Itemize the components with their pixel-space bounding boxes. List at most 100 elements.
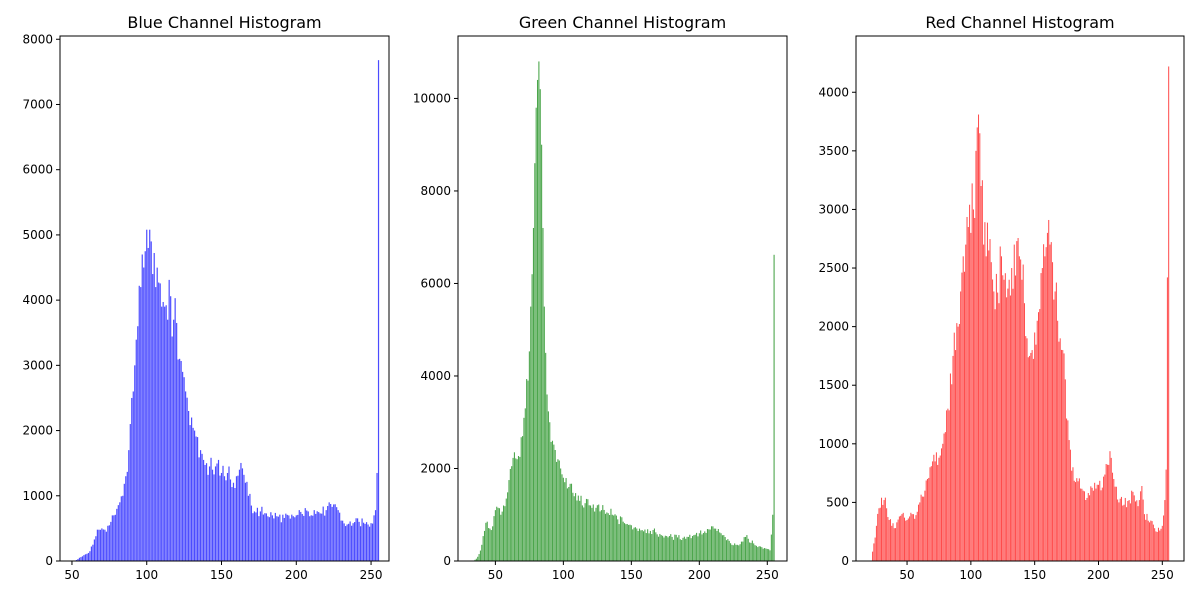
red-x-tick-label: 50 xyxy=(899,568,914,582)
blue-bar xyxy=(300,511,302,561)
red-bar xyxy=(961,272,963,561)
red-bar xyxy=(994,309,996,561)
blue-bar xyxy=(267,516,269,561)
red-bar xyxy=(875,525,877,561)
red-bar xyxy=(1113,478,1115,561)
green-bar xyxy=(624,523,626,561)
blue-bar xyxy=(78,557,81,561)
blue-bar xyxy=(171,336,173,561)
red-bar xyxy=(981,180,983,561)
red-bar xyxy=(1058,341,1060,561)
green-bar xyxy=(772,514,774,561)
red-bar xyxy=(939,455,941,561)
red-bar xyxy=(1126,507,1128,561)
red-bar xyxy=(948,410,950,561)
green-bar xyxy=(606,512,608,561)
blue-bar xyxy=(77,559,79,561)
blue-bar xyxy=(322,506,324,561)
green-bar xyxy=(625,524,627,561)
blue-bar xyxy=(358,521,360,561)
red-bar xyxy=(900,515,902,561)
green-bar xyxy=(615,515,617,561)
red-bar xyxy=(1154,528,1156,561)
green-bar xyxy=(496,506,498,561)
blue-bar xyxy=(361,518,363,561)
blue-bar xyxy=(149,229,151,561)
red-bar xyxy=(1071,470,1073,561)
green-bar xyxy=(663,537,665,561)
green-bar xyxy=(694,534,696,561)
red-bar xyxy=(883,500,885,561)
blue-bar xyxy=(244,482,247,561)
blue-bar xyxy=(291,514,293,561)
red-bar xyxy=(903,517,906,561)
green-bar xyxy=(568,486,570,561)
blue-y-tick-label: 8000 xyxy=(22,32,53,46)
blue-bar xyxy=(193,430,196,561)
blue-bar xyxy=(249,493,251,561)
green-bar xyxy=(702,533,704,561)
blue-bar xyxy=(355,518,357,561)
red-bar xyxy=(1123,504,1125,561)
blue-bar xyxy=(191,417,193,561)
green-bar xyxy=(475,558,477,561)
red-y-tick-label: 500 xyxy=(826,495,849,509)
green-bar xyxy=(512,457,514,561)
red-bar xyxy=(988,250,990,561)
red-bar xyxy=(1168,66,1170,561)
blue-bar xyxy=(359,526,362,561)
green-bar xyxy=(490,530,492,561)
red-bar xyxy=(992,279,994,561)
blue-bar xyxy=(138,285,140,561)
green-bar xyxy=(588,505,590,561)
green-bar xyxy=(604,513,607,561)
green-bar xyxy=(687,536,689,561)
red-bar xyxy=(1085,499,1087,561)
red-bar xyxy=(1142,499,1144,561)
green-bar xyxy=(493,516,495,561)
green-bar xyxy=(524,408,526,561)
blue-bar xyxy=(219,475,221,561)
green-bar xyxy=(583,507,585,561)
blue-bar xyxy=(164,306,166,561)
blue-bar xyxy=(232,482,235,561)
blue-bar xyxy=(137,326,139,561)
blue-bar xyxy=(108,525,110,561)
green-bar xyxy=(724,537,726,561)
blue-bar xyxy=(301,514,303,561)
blue-bar xyxy=(289,518,291,561)
blue-bar xyxy=(306,510,308,561)
red-bar xyxy=(1068,440,1070,561)
blue-bar xyxy=(161,306,163,561)
blue-bar xyxy=(98,529,100,561)
red-bar xyxy=(1100,490,1102,561)
blue-bar xyxy=(147,247,149,561)
red-bar xyxy=(1048,219,1050,562)
red-bar xyxy=(1059,338,1061,561)
red-bar xyxy=(881,497,883,561)
green-bar xyxy=(508,480,510,561)
red-bar xyxy=(1103,476,1105,562)
red-bar xyxy=(1122,505,1124,561)
blue-bar xyxy=(84,554,87,561)
red-bar xyxy=(1057,320,1059,561)
green-bar xyxy=(492,526,494,561)
blue-bar xyxy=(261,506,263,561)
blue-bar xyxy=(229,479,232,561)
blue-bar xyxy=(105,531,107,561)
green-bar xyxy=(744,536,747,561)
red-bar xyxy=(887,517,889,561)
red-bar xyxy=(1091,487,1093,561)
green-bar xyxy=(773,254,775,562)
green-bar xyxy=(651,534,653,561)
red-bar xyxy=(953,332,955,561)
blue-bar xyxy=(155,287,157,561)
red-bar xyxy=(895,528,897,561)
red-bar xyxy=(998,303,1000,561)
green-bar xyxy=(674,534,676,561)
green-bar xyxy=(594,511,596,561)
blue-bar xyxy=(182,371,184,561)
green-bar xyxy=(523,417,525,561)
blue-bar xyxy=(274,512,276,561)
green-bar xyxy=(698,533,700,561)
